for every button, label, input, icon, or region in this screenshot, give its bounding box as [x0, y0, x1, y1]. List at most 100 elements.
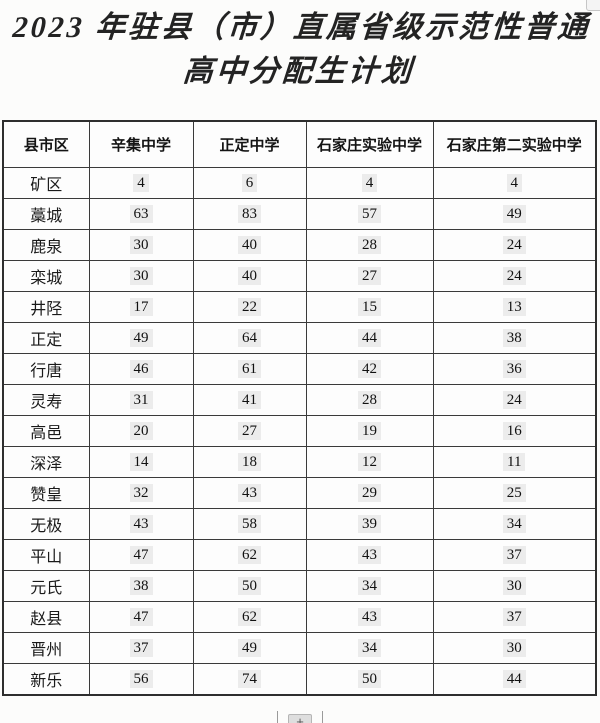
value-cell: 57: [305, 198, 434, 230]
value-cell: 43: [305, 539, 434, 571]
value-cell: 49: [88, 322, 194, 354]
header-cell-school-3: 石家庄实验中学: [305, 120, 434, 168]
value-cell: 49: [432, 198, 597, 230]
value-cell: 31: [88, 384, 194, 416]
value-cell: 43: [88, 508, 194, 540]
value-cell: 25: [432, 477, 597, 509]
value-cell: 43: [192, 477, 307, 509]
value-text: 34: [502, 515, 526, 533]
value-text: 30: [502, 639, 526, 657]
value-cell: 34: [305, 632, 434, 664]
value-cell: 74: [192, 663, 307, 696]
region-cell: 深泽: [2, 446, 90, 478]
value-cell: 30: [88, 229, 194, 261]
value-cell: 18: [192, 446, 307, 478]
value-cell: 49: [192, 632, 307, 664]
value-text: 20: [129, 422, 153, 440]
value-text: 30: [502, 577, 526, 595]
table-row: 井陉 17 22 15 13: [2, 291, 597, 323]
value-cell: 24: [432, 229, 597, 261]
table-row: 藁城 63 83 57 49: [2, 198, 597, 230]
document-title-line1: 2023 年驻县（市）直属省级示范性普通: [11, 11, 592, 44]
value-cell: 36: [432, 353, 597, 385]
value-cell: 44: [305, 322, 434, 354]
value-text: 40: [238, 267, 261, 285]
value-text: 12: [358, 453, 381, 471]
value-text: 74: [238, 670, 261, 688]
value-cell: 64: [192, 322, 307, 354]
value-cell: 50: [305, 663, 434, 696]
region-cell: 矿区: [2, 167, 90, 199]
region-cell: 藁城: [2, 198, 90, 230]
value-cell: 32: [88, 477, 194, 509]
value-text: 28: [358, 391, 381, 409]
value-text: 62: [238, 608, 261, 626]
value-cell: 37: [88, 632, 194, 664]
document-title-line2: 高中分配生计划: [181, 55, 416, 88]
value-text: 39: [358, 515, 381, 533]
header-cell-school-4: 石家庄第二实验中学: [432, 120, 597, 168]
value-text: 50: [238, 577, 261, 595]
value-text: 47: [129, 546, 153, 564]
region-cell: 赞皇: [2, 477, 90, 509]
value-cell: 13: [432, 291, 597, 323]
value-text: 83: [238, 205, 261, 223]
table-row: 平山 47 62 43 37: [2, 539, 597, 571]
value-text: 62: [238, 546, 261, 564]
value-text: 28: [358, 236, 381, 254]
value-cell: 42: [305, 353, 434, 385]
corner-artifact: [586, 0, 600, 11]
value-text: 22: [238, 298, 261, 316]
value-cell: 12: [305, 446, 434, 478]
region-cell: 新乐: [2, 663, 90, 696]
region-cell: 栾城: [2, 260, 90, 292]
value-text: 4: [133, 174, 149, 192]
value-cell: 19: [305, 415, 434, 447]
region-cell: 赵县: [2, 601, 90, 633]
value-text: 27: [238, 422, 261, 440]
add-row-control: +: [277, 711, 323, 723]
value-text: 41: [238, 391, 261, 409]
value-cell: 20: [88, 415, 194, 447]
value-text: 17: [129, 298, 153, 316]
value-text: 49: [502, 205, 526, 223]
value-cell: 46: [88, 353, 194, 385]
value-cell: 28: [305, 384, 434, 416]
value-text: 19: [358, 422, 381, 440]
value-text: 16: [502, 422, 526, 440]
value-text: 27: [358, 267, 381, 285]
value-cell: 30: [432, 632, 597, 664]
value-cell: 56: [88, 663, 194, 696]
value-cell: 83: [192, 198, 307, 230]
header-cell-region: 县市区: [2, 120, 90, 168]
value-cell: 24: [432, 260, 597, 292]
value-text: 31: [129, 391, 153, 409]
header-cell-school-1: 辛集中学: [88, 120, 194, 168]
value-cell: 16: [432, 415, 597, 447]
table-row: 赞皇 32 43 29 25: [2, 477, 597, 509]
value-cell: 30: [88, 260, 194, 292]
value-text: 6: [241, 174, 258, 192]
value-text: 37: [502, 608, 526, 626]
value-text: 43: [129, 515, 153, 533]
value-cell: 17: [88, 291, 194, 323]
value-text: 38: [502, 329, 526, 347]
value-text: 43: [358, 608, 381, 626]
value-text: 24: [502, 267, 526, 285]
value-cell: 28: [305, 229, 434, 261]
plus-icon[interactable]: +: [288, 714, 312, 723]
value-text: 34: [358, 577, 381, 595]
value-cell: 39: [305, 508, 434, 540]
region-cell: 平山: [2, 539, 90, 571]
value-text: 44: [358, 329, 381, 347]
value-text: 43: [358, 546, 381, 564]
value-text: 24: [502, 391, 526, 409]
region-cell: 晋州: [2, 632, 90, 664]
value-cell: 58: [192, 508, 307, 540]
value-cell: 44: [432, 663, 597, 696]
value-text: 61: [238, 360, 261, 378]
value-cell: 62: [192, 601, 307, 633]
value-text: 46: [129, 360, 153, 378]
value-cell: 4: [88, 167, 194, 199]
